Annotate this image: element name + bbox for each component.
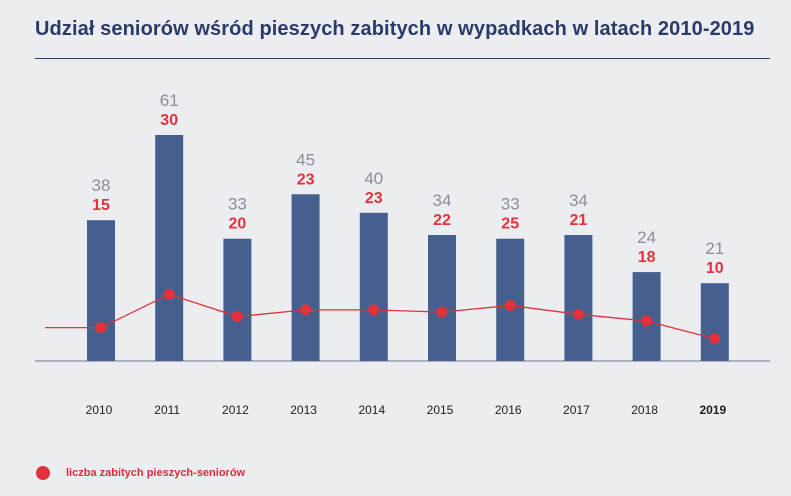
chart-title: Udział seniorów wśród pieszych zabitych … bbox=[35, 18, 755, 40]
total-value-label-2013: 45 bbox=[296, 150, 315, 169]
senior-value-label-2015: 22 bbox=[433, 212, 451, 229]
senior-point-2013 bbox=[300, 304, 312, 316]
bar-2016 bbox=[496, 238, 525, 361]
senior-value-label-2014: 23 bbox=[365, 190, 383, 207]
x-tick-2013: 2013 bbox=[290, 403, 317, 417]
senior-value-label-2019: 10 bbox=[706, 260, 724, 277]
senior-point-2019 bbox=[709, 333, 721, 345]
x-tick-2016: 2016 bbox=[495, 403, 522, 417]
senior-point-2016 bbox=[504, 299, 516, 311]
x-tick-2017: 2017 bbox=[563, 403, 590, 417]
bar-2019 bbox=[700, 283, 729, 361]
senior-point-2018 bbox=[641, 315, 653, 327]
senior-point-2011 bbox=[163, 288, 175, 300]
senior-value-label-2011: 30 bbox=[160, 112, 178, 129]
total-value-label-2015: 34 bbox=[433, 191, 452, 210]
x-tick-2015: 2015 bbox=[427, 403, 454, 417]
senior-value-label-2016: 25 bbox=[501, 216, 519, 233]
total-value-label-2017: 34 bbox=[569, 191, 588, 210]
total-value-label-2014: 40 bbox=[364, 169, 383, 188]
x-tick-2018: 2018 bbox=[631, 403, 658, 417]
x-tick-2011: 2011 bbox=[154, 403, 180, 417]
bar-2013 bbox=[291, 194, 320, 361]
senior-value-label-2010: 15 bbox=[92, 197, 110, 214]
senior-value-label-2017: 21 bbox=[570, 212, 588, 229]
bar-2014 bbox=[359, 212, 388, 361]
senior-point-2017 bbox=[572, 308, 584, 320]
legend-marker bbox=[36, 466, 50, 480]
x-tick-2014: 2014 bbox=[358, 403, 385, 417]
senior-point-2010 bbox=[95, 322, 107, 334]
total-value-label-2019: 21 bbox=[705, 239, 724, 258]
total-value-label-2010: 38 bbox=[92, 176, 111, 195]
senior-value-label-2018: 18 bbox=[638, 249, 656, 266]
total-value-label-2012: 33 bbox=[228, 195, 247, 214]
x-tick-2012: 2012 bbox=[222, 403, 249, 417]
total-value-label-2018: 24 bbox=[637, 228, 656, 247]
total-value-label-2016: 33 bbox=[501, 195, 520, 214]
bar-2011 bbox=[155, 135, 184, 361]
bar-2017 bbox=[564, 235, 593, 361]
bar-2015 bbox=[428, 235, 456, 361]
legend: liczba zabitych pieszych-seniorów bbox=[36, 465, 245, 481]
senior-point-2014 bbox=[368, 304, 380, 316]
senior-point-2012 bbox=[231, 311, 243, 323]
bar-2012 bbox=[223, 238, 252, 361]
x-tick-2019: 2019 bbox=[699, 403, 726, 417]
legend-label: liczba zabitych pieszych-seniorów bbox=[66, 467, 246, 479]
total-value-label-2011: 61 bbox=[160, 91, 179, 110]
bar-2010 bbox=[87, 220, 115, 361]
title-divider bbox=[35, 58, 770, 59]
senior-point-2015 bbox=[436, 306, 448, 318]
x-tick-2010: 2010 bbox=[86, 403, 113, 417]
senior-value-label-2012: 20 bbox=[229, 216, 247, 233]
senior-value-label-2013: 23 bbox=[297, 171, 315, 188]
